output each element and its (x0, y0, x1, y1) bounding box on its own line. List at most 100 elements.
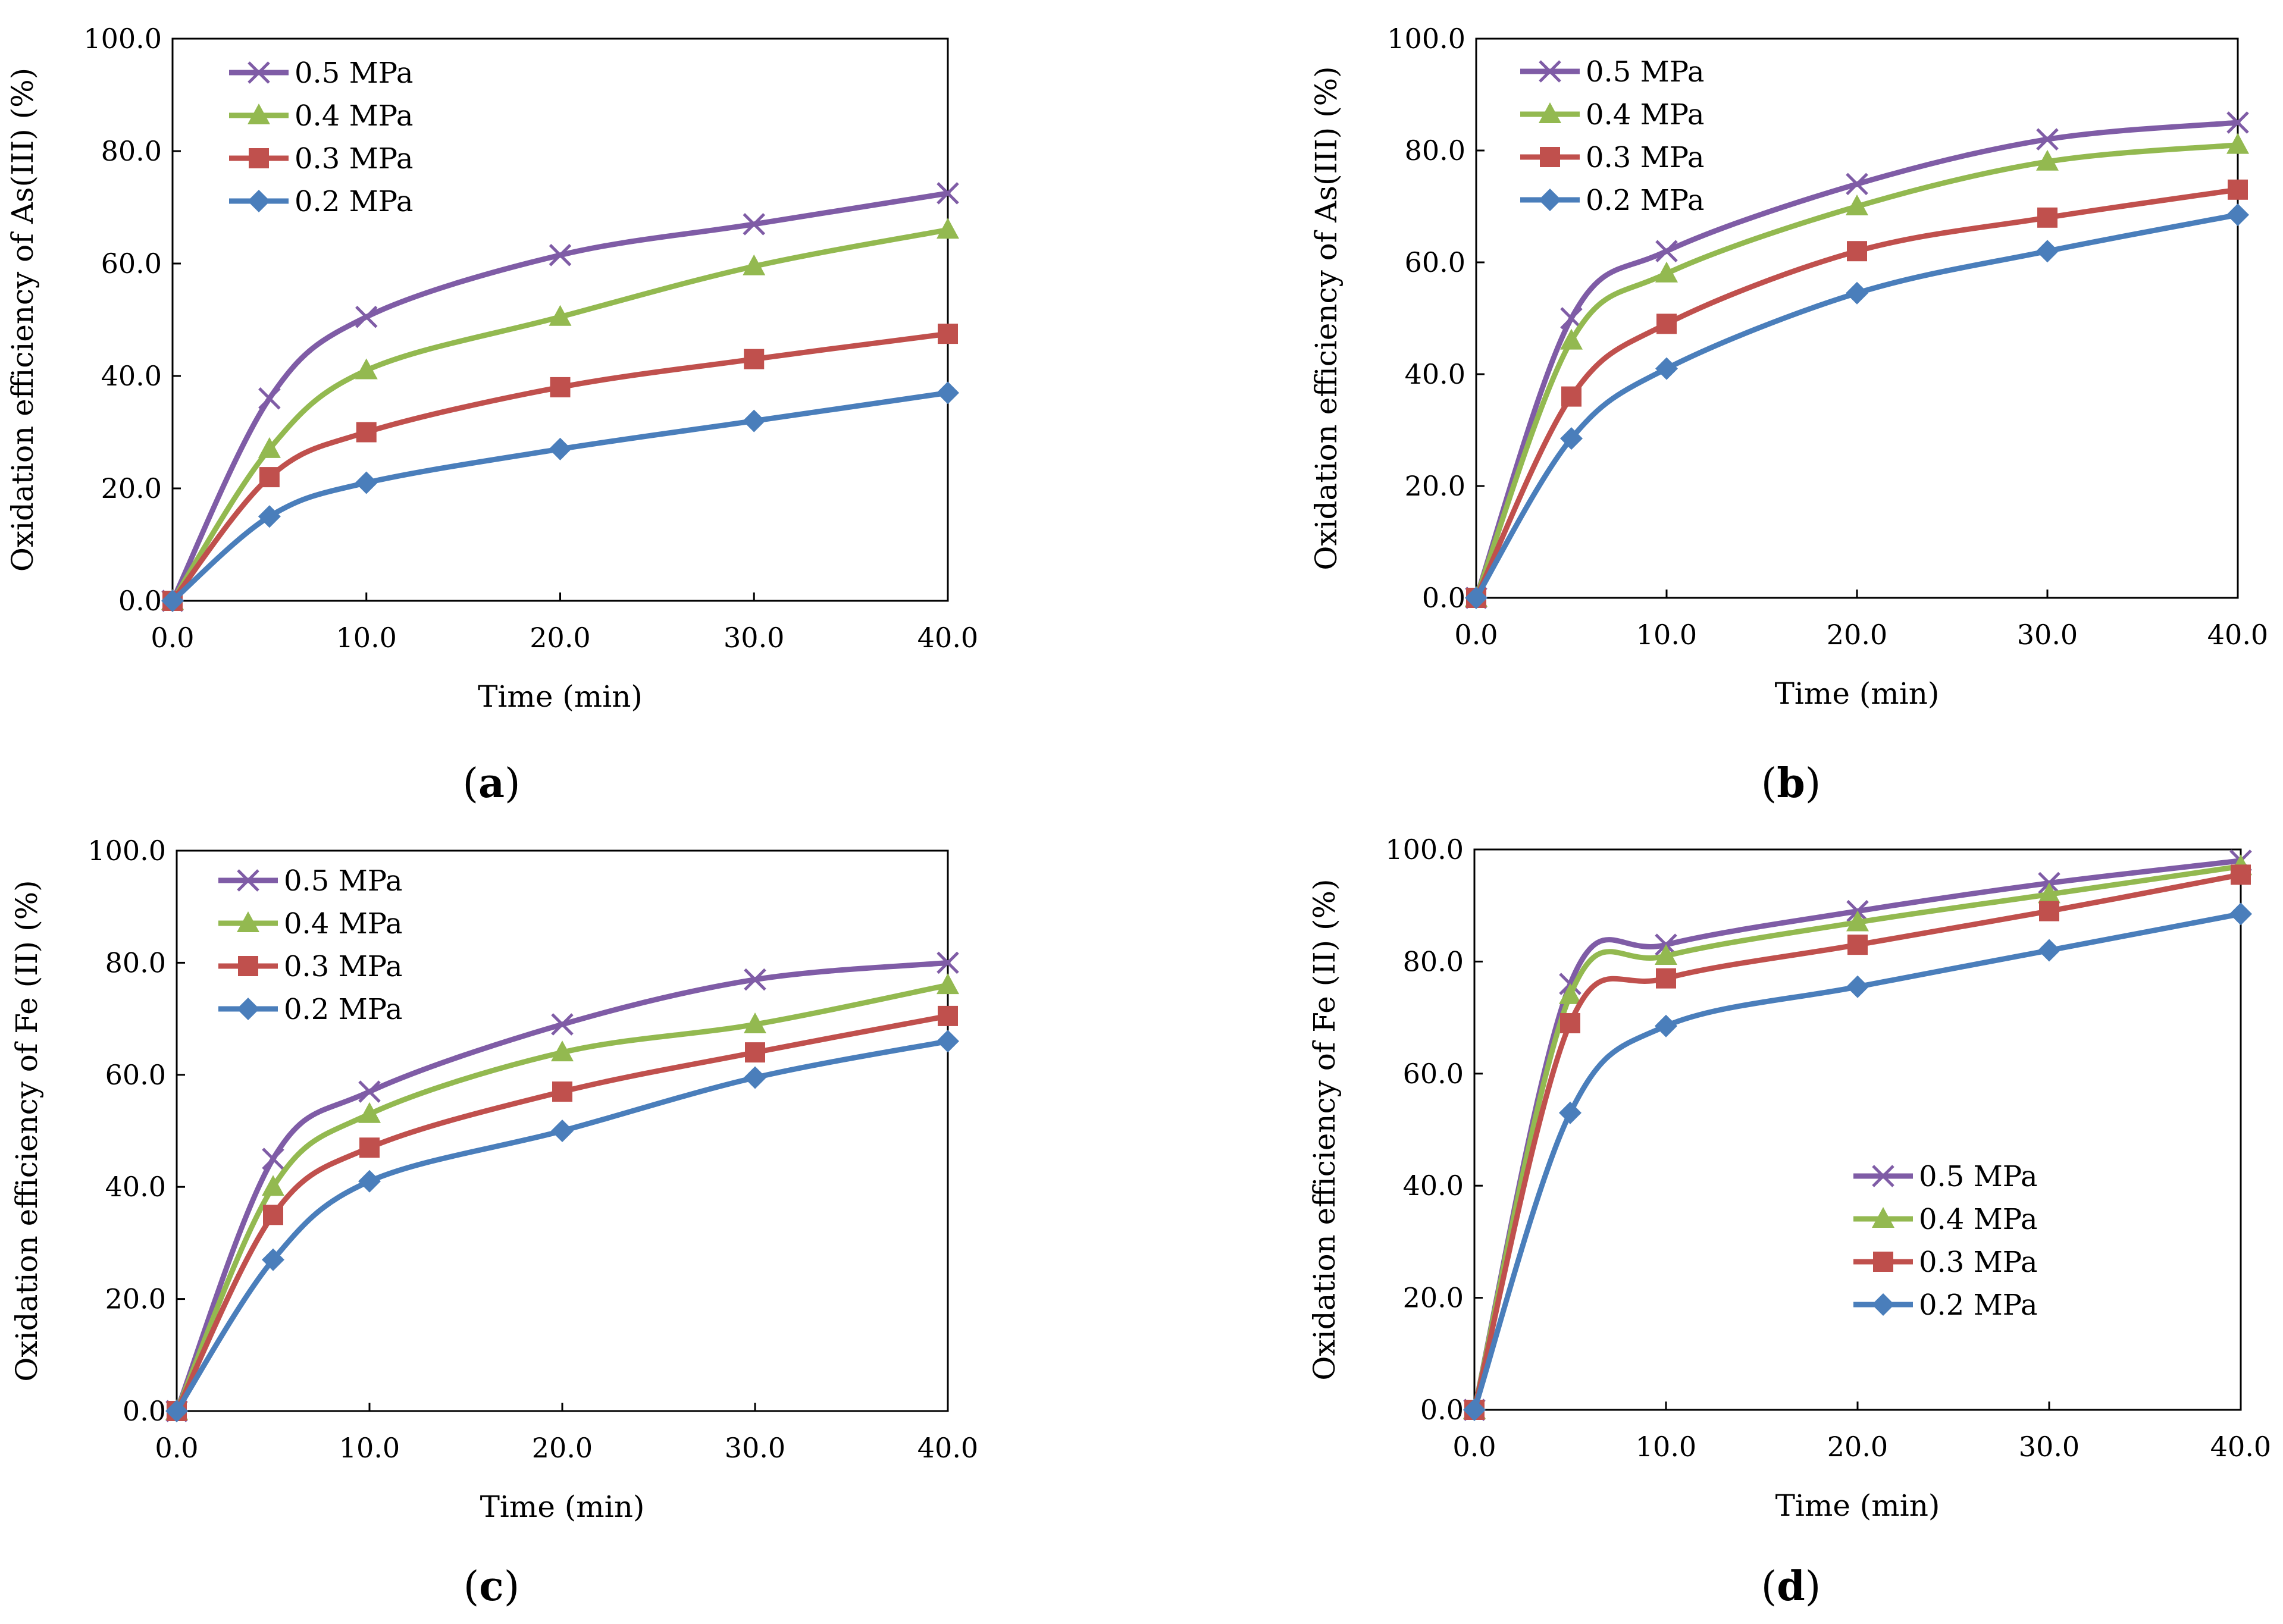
x-tick-label: 20.0 (532, 1432, 593, 1464)
x-axis-title: Time (min) (480, 1490, 645, 1524)
data-point (743, 213, 766, 236)
legend-label: 0.3 MPa (295, 142, 414, 175)
y-tick-label: 60.0 (1405, 246, 1465, 278)
data-point (355, 471, 378, 494)
x-tick-label: 0.0 (151, 622, 194, 654)
data-point (165, 1400, 188, 1422)
legend-marker (1872, 1165, 1894, 1187)
legend-label: 0.5 MPa (1919, 1160, 2038, 1193)
x-tick-label: 40.0 (2210, 1431, 2271, 1463)
legend-marker (1539, 60, 1561, 83)
series-0-3-MPa (1466, 179, 2248, 608)
legend-marker (248, 190, 270, 212)
data-point (1655, 1014, 1677, 1037)
data-point (262, 1175, 284, 1196)
legend-label: 0.2 MPa (295, 185, 414, 218)
data-point (2226, 111, 2249, 134)
x-tick-label: 20.0 (530, 622, 590, 654)
series-line (174, 982, 951, 1414)
data-point (258, 505, 281, 528)
data-point (2229, 902, 2252, 926)
data-point (937, 951, 959, 974)
series-line (1473, 120, 2241, 601)
legend-marker (1540, 147, 1560, 167)
series-line (1473, 142, 2241, 601)
chart-panel-d: 0.0 20.0 40.0 60.0 80.0 100.0 0.0 10.0 20.0 30.0 4… (1307, 833, 2271, 1610)
x-tick-label: 40.0 (917, 622, 978, 654)
legend-label: 0.5 MPa (284, 864, 403, 898)
legend-item: 0.5 MPa (218, 864, 403, 898)
data-point (1560, 1013, 1580, 1034)
data-point (744, 349, 765, 369)
x-tick-label: 0.0 (155, 1432, 198, 1464)
data-point (1846, 281, 1868, 305)
x-tick-label: 10.0 (1636, 1431, 1696, 1463)
data-point (355, 358, 378, 380)
x-tick-label: 10.0 (339, 1432, 400, 1464)
data-point (551, 1040, 574, 1062)
data-point (2038, 882, 2060, 904)
y-tick-label: 100.0 (1385, 833, 1464, 866)
data-point (1559, 983, 1581, 1004)
series-0-2-MPa (1465, 203, 2249, 609)
data-point (550, 377, 571, 397)
chart-panel-b: 0.0 20.0 40.0 60.0 80.0 100.0 0.0 10.0 20.0 30.0 4… (1309, 23, 2268, 807)
series-0-3-MPa (1464, 864, 2251, 1420)
data-point (549, 244, 572, 267)
y-tick-label: 60.0 (1403, 1058, 1464, 1090)
series-0-3-MPa (162, 324, 958, 611)
series-0-2-MPa (165, 1030, 959, 1422)
data-point (2226, 203, 2249, 227)
y-axis-title: Oxidation efficiency of Fe (II) (%) (1307, 879, 1342, 1380)
data-point (1655, 261, 1678, 283)
data-point (744, 1066, 766, 1089)
legend-label: 0.2 MPa (1586, 184, 1705, 217)
legend-item: 0.3 MPa (218, 950, 403, 983)
legend: 0.5 MPa 0.4 MPa 0.3 MPa 0.2 MPa (1853, 1160, 2038, 1322)
x-tick-label: 0.0 (1452, 1431, 1496, 1463)
data-point (551, 1013, 574, 1036)
data-point (937, 1030, 959, 1053)
panel-label: (c) (464, 1563, 519, 1610)
data-point (258, 387, 281, 410)
legend-item: 0.3 MPa (1520, 141, 1705, 174)
legend-item: 0.5 MPa (229, 57, 414, 90)
y-tick-label: 100.0 (87, 835, 166, 867)
x-tick-label: 40.0 (2207, 619, 2268, 651)
y-tick-label: 0.0 (123, 1395, 166, 1427)
y-tick-label: 100.0 (83, 23, 162, 55)
legend-marker (248, 61, 270, 84)
data-point (1656, 313, 1677, 334)
legend-item: 0.2 MPa (229, 185, 414, 218)
legend-item: 0.3 MPa (229, 142, 414, 175)
legend-marker (249, 148, 269, 168)
series-0-5-MPa (165, 951, 959, 1422)
y-tick-label: 60.0 (101, 247, 162, 280)
series-line (1471, 911, 2244, 1413)
data-point (2037, 207, 2057, 228)
data-point (161, 590, 184, 612)
series-line (1471, 863, 2244, 1413)
data-point (937, 218, 959, 239)
x-tick-label: 30.0 (2017, 619, 2078, 651)
data-point (358, 1170, 381, 1193)
y-tick-label: 20.0 (101, 472, 162, 504)
y-tick-label: 0.0 (1422, 582, 1465, 614)
data-point (259, 467, 280, 488)
data-point (1560, 427, 1583, 450)
data-point (262, 1148, 284, 1170)
legend-marker (1539, 189, 1561, 211)
x-tick-label: 20.0 (1827, 619, 1887, 651)
panel-label: (d) (1761, 1563, 1821, 1610)
legend-item: 0.4 MPa (218, 907, 403, 940)
data-point (743, 409, 766, 432)
legend-marker (237, 869, 259, 892)
data-point (551, 1120, 574, 1142)
x-axis-title: Time (min) (1775, 1488, 1940, 1523)
legend-marker (1872, 1207, 1894, 1228)
legend: 0.5 MPa 0.4 MPa 0.3 MPa 0.2 MPa (1520, 55, 1705, 217)
data-point (1655, 240, 1678, 262)
panel-label: (b) (1761, 760, 1821, 807)
y-axis-title: Oxidation efficiency of As(III) (%) (5, 68, 40, 572)
series-line (1473, 212, 2241, 601)
